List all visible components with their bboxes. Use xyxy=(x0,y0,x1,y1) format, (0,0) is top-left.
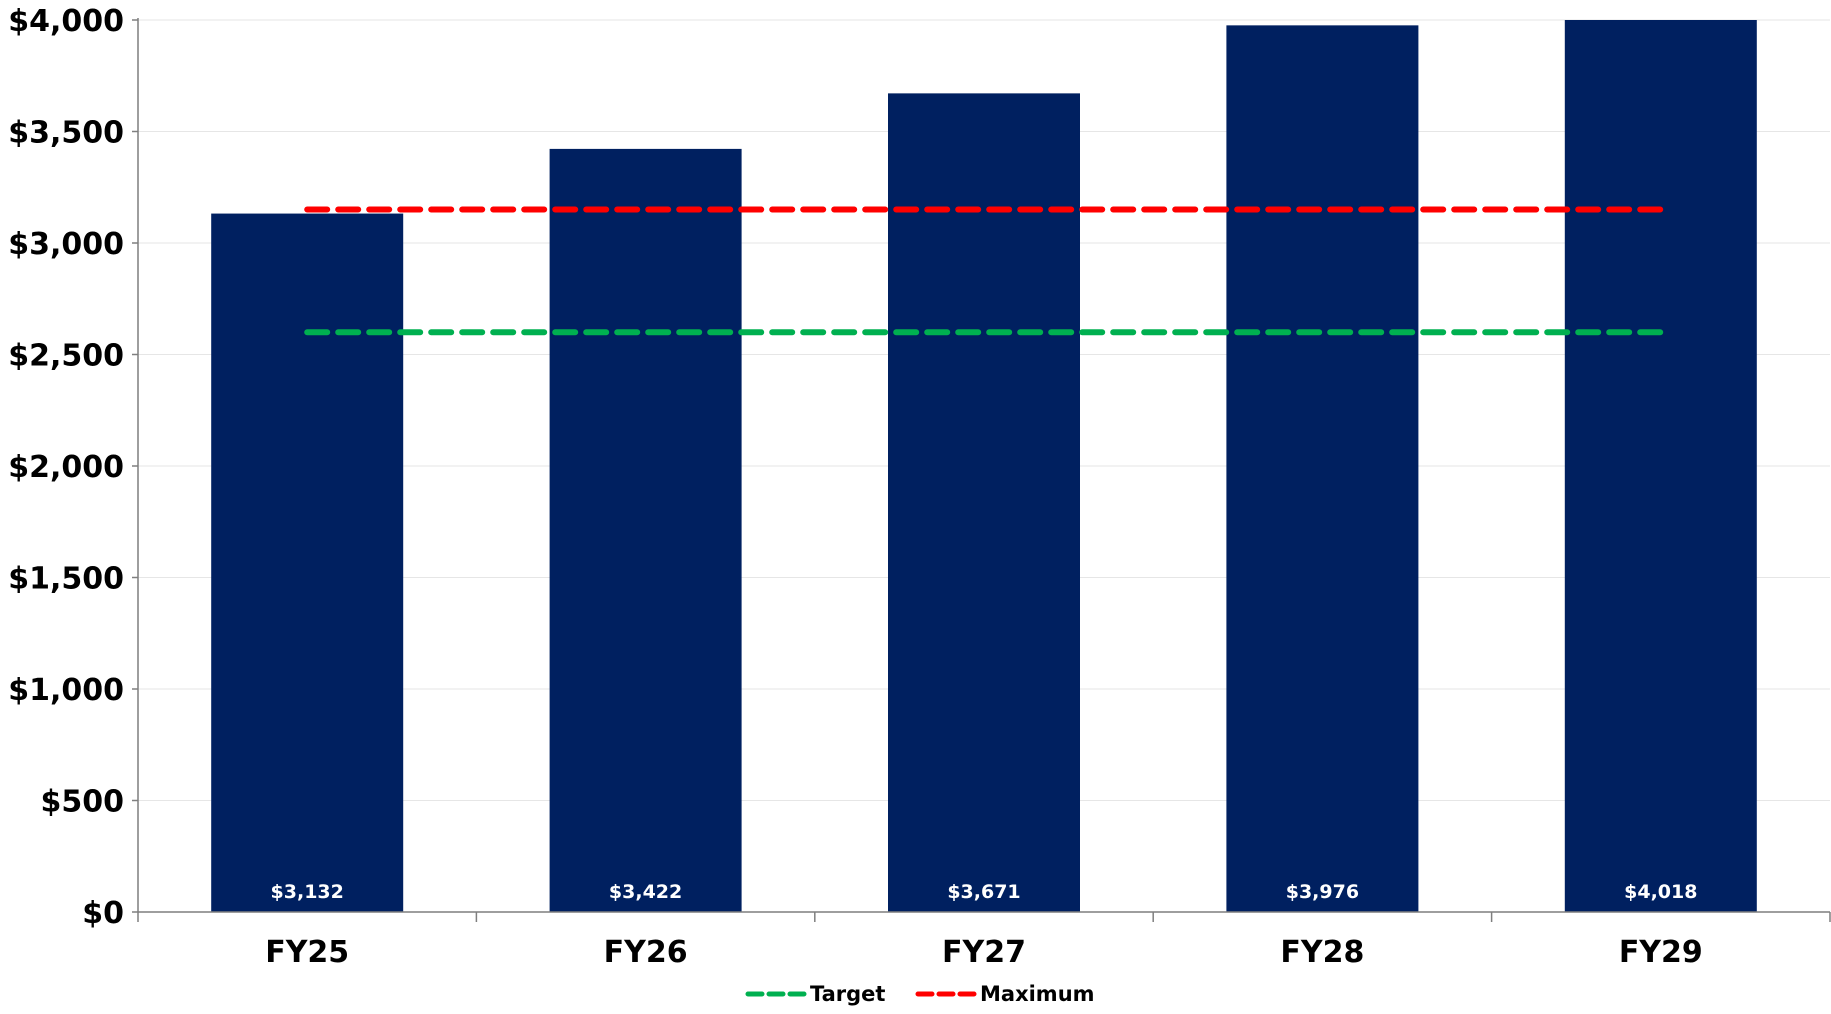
y-tick-label: $0 xyxy=(82,896,124,931)
reference-lines xyxy=(304,206,1664,336)
y-tick-label: $3,500 xyxy=(8,116,124,151)
bar-fy27 xyxy=(888,93,1080,912)
data-label: $3,132 xyxy=(271,881,344,903)
x-category-label: FY28 xyxy=(1280,935,1364,970)
bar-fy29 xyxy=(1564,20,1757,912)
legend-label-maximum: Maximum xyxy=(980,982,1095,1006)
y-tick-label: $2,000 xyxy=(8,450,124,485)
data-label: $4,018 xyxy=(1624,881,1697,903)
legend-label-target: Target xyxy=(810,982,885,1006)
bar-fy28 xyxy=(1226,25,1419,913)
y-tick-label: $1,500 xyxy=(8,562,124,597)
bar-fy26 xyxy=(549,148,742,913)
y-tick-label: $3,000 xyxy=(8,227,124,262)
data-label: $3,422 xyxy=(609,881,682,903)
data-label: $3,976 xyxy=(1286,881,1359,903)
data-label: $3,671 xyxy=(947,881,1020,903)
y-tick-label: $1,000 xyxy=(8,673,124,708)
x-category-label: FY29 xyxy=(1619,935,1703,970)
bar-fy25 xyxy=(211,213,404,913)
x-category-label: FY26 xyxy=(604,935,688,970)
x-category-label: FY25 xyxy=(265,935,349,970)
y-tick-label: $4,000 xyxy=(8,4,124,39)
y-tick-label: $2,500 xyxy=(8,339,124,374)
labels: $0 $500 $1,000 $1,500 $2,000 $2,500 $3,000 $3,5… xyxy=(8,4,1703,970)
y-tick-label: $500 xyxy=(41,785,125,820)
x-category-label: FY27 xyxy=(942,935,1026,970)
axes xyxy=(132,18,1831,922)
legend: Target Maximum xyxy=(745,982,1095,1006)
